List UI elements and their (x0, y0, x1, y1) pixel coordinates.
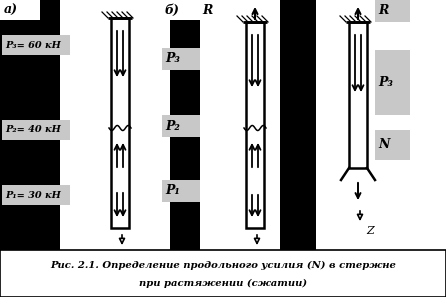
Text: Z: Z (128, 250, 136, 260)
Bar (2, 120, 70, 140)
Bar (111, 18, 129, 228)
Bar (60, 0, 170, 250)
Text: P₃: P₃ (165, 53, 180, 66)
Text: P₃: P₃ (378, 77, 393, 89)
Text: R: R (378, 4, 388, 18)
Text: б): б) (165, 4, 180, 17)
Text: Рис. 2.1. Определение продольного усилия (N) в стержне: Рис. 2.1. Определение продольного усилия… (50, 260, 396, 270)
Bar (246, 22, 264, 228)
Text: при растяжении (сжатии): при растяжении (сжатии) (139, 279, 307, 287)
Text: Z: Z (366, 226, 374, 236)
Text: P₁: P₁ (165, 184, 180, 198)
Bar (0, 0, 40, 20)
Bar (0, 250, 446, 297)
Bar (200, 0, 280, 250)
Text: P₁= 30 кН: P₁= 30 кН (5, 190, 61, 200)
Bar (375, 0, 410, 22)
Text: R: R (202, 4, 212, 17)
Bar (162, 180, 200, 202)
Text: а): а) (4, 4, 18, 17)
Text: N: N (378, 138, 389, 151)
Bar (2, 185, 70, 205)
Bar (349, 22, 367, 168)
Text: P₂= 40 кН: P₂= 40 кН (5, 126, 61, 135)
Bar (2, 35, 70, 55)
Bar (200, 0, 230, 20)
Bar (375, 130, 410, 160)
Text: Z: Z (263, 250, 271, 260)
Bar (316, 0, 446, 250)
Bar (162, 115, 200, 137)
Bar (162, 48, 200, 70)
Bar (375, 50, 410, 115)
Text: P₂: P₂ (165, 119, 180, 132)
Text: P₃= 60 кН: P₃= 60 кН (5, 40, 61, 50)
Bar (162, 0, 200, 20)
